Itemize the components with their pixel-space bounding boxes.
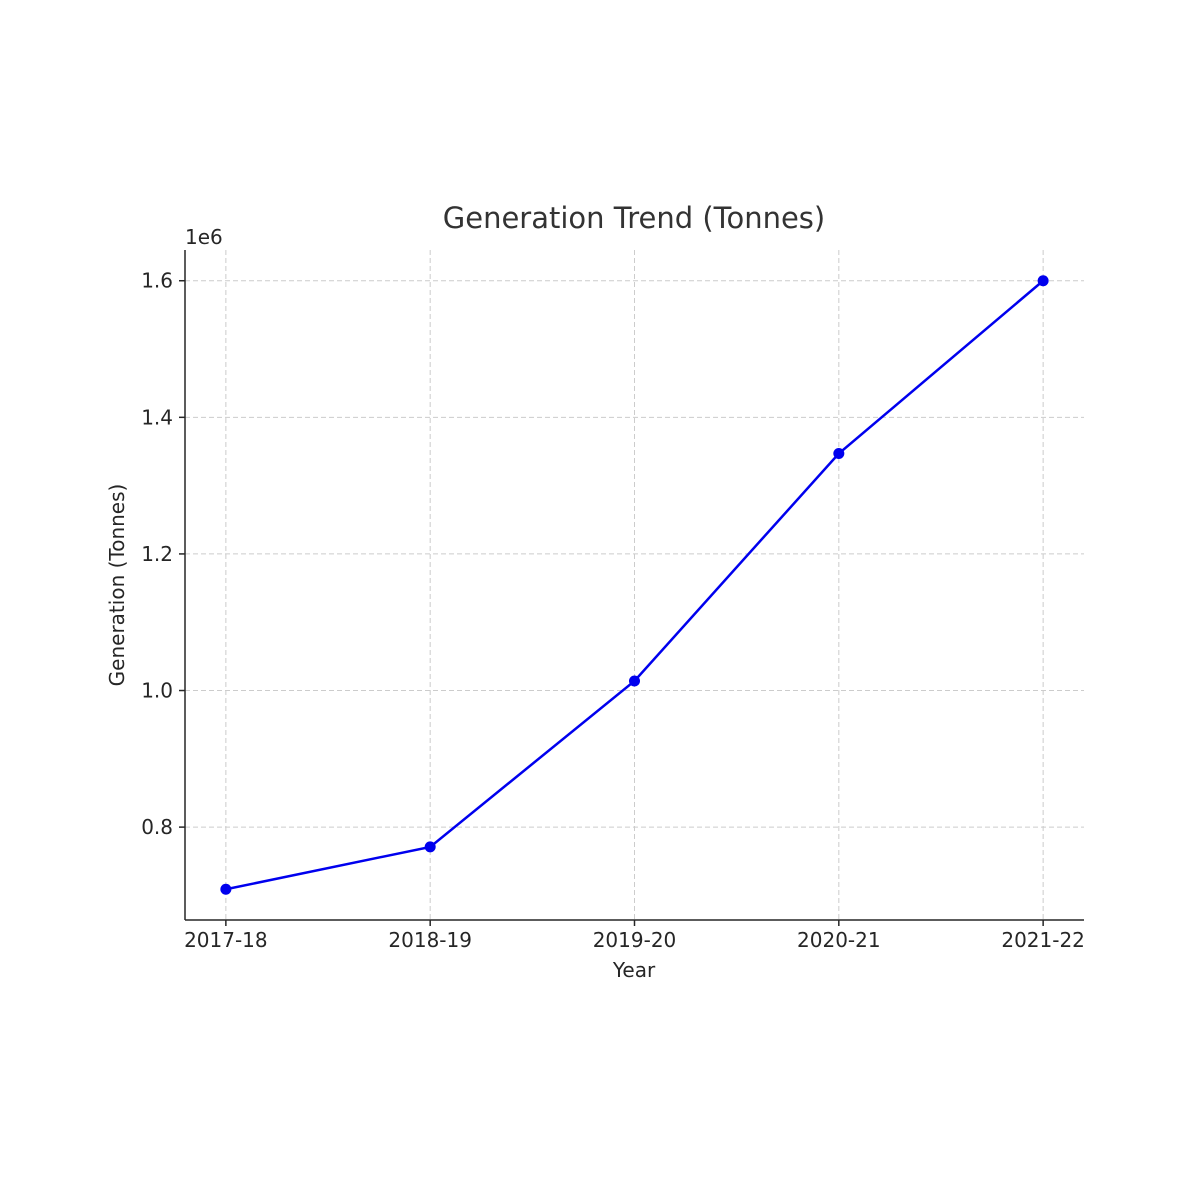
x-tick-label: 2021-22 bbox=[1001, 928, 1085, 952]
x-tick-label: 2019-20 bbox=[593, 928, 677, 952]
y-offset-label: 1e6 bbox=[185, 225, 223, 249]
y-tick-label: 1.2 bbox=[141, 542, 173, 566]
y-tick-label: 1.6 bbox=[141, 269, 173, 293]
point bbox=[424, 841, 436, 853]
y-tick-label: 1.0 bbox=[141, 679, 173, 703]
y-axis-label: Generation (Tonnes) bbox=[105, 484, 129, 687]
point bbox=[1037, 275, 1049, 287]
y-tick-label: 1.4 bbox=[141, 405, 173, 429]
chart-title: Generation Trend (Tonnes) bbox=[443, 201, 825, 235]
y-tick-label: 0.8 bbox=[141, 815, 173, 839]
point bbox=[629, 675, 640, 687]
x-tick-label: 2020-21 bbox=[797, 928, 881, 952]
x-axis-label: Year bbox=[612, 958, 656, 982]
x-tick-label: 2017-18 bbox=[184, 928, 268, 952]
point bbox=[833, 448, 845, 460]
x-tick-label: 2018-19 bbox=[388, 928, 472, 952]
point bbox=[220, 883, 232, 895]
